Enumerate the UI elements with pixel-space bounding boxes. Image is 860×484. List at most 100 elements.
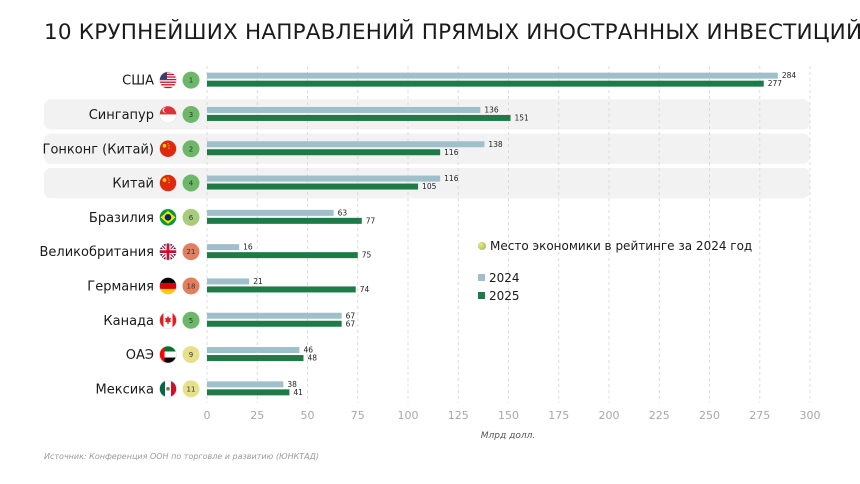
bar-2024 [207,175,441,182]
legend-2025: 2025 [478,289,520,303]
value-label-2024: 46 [303,346,313,355]
value-label-2024: 67 [346,311,356,320]
country-label: ОАЭ [126,348,154,363]
x-axis-title: Млрд долл. [481,431,535,441]
rank-label: 2 [189,145,193,153]
bar-2025 [207,355,304,362]
value-label-2024: 16 [243,243,253,252]
mexico-flag-icon [159,380,177,398]
country-label: Мексика [96,382,154,397]
china-flag-icon [159,174,177,192]
legend-2025-label: 2025 [489,289,520,303]
rank-label: 4 [189,180,194,188]
x-tick-label: 0 [204,409,211,422]
canada-flag-icon [159,311,177,330]
value-label-2025: 105 [422,182,437,191]
legend-2024: 2024 [478,271,520,285]
bar-2024 [207,278,250,285]
rank-label: 1 [189,77,193,85]
rank-label: 6 [189,214,194,222]
bar-2025 [207,114,511,121]
value-label-2025: 77 [366,216,376,225]
rank-label: 5 [189,317,193,325]
x-tick-label: 225 [649,409,670,422]
value-label-2024: 136 [484,105,499,114]
rank-badge [182,71,200,89]
rank-badge [182,174,200,192]
rank-badge [182,105,200,123]
legend-swatch-2025 [478,292,485,299]
rank-badge [182,311,200,329]
country-label: Бразилия [89,211,154,226]
legend-2024-label: 2024 [489,271,520,285]
bar-2024 [207,347,300,354]
bar-2024 [207,209,334,216]
rank-label: 18 [187,282,196,290]
country-label: Сингапур [89,108,154,123]
bar-2025 [207,320,342,327]
x-tick-label: 50 [301,409,315,422]
source-note: Источник: Конференция ООН по торговле и … [44,452,320,461]
uk-flag-icon [159,242,177,261]
row-highlight [44,167,810,199]
rank-label: 9 [189,351,193,359]
bar-2024 [207,312,342,319]
bar-2025 [207,149,441,156]
rank-label: 21 [187,248,196,256]
rank-label: 11 [187,385,196,393]
rank-badge [182,380,200,398]
rank-label: 3 [189,111,193,119]
x-tick-label: 75 [351,409,365,422]
value-label-2024: 21 [253,277,263,286]
x-tick-label: 200 [599,409,620,422]
bar-2025 [207,80,764,87]
germany-flag-icon [159,277,177,295]
value-label-2024: 284 [782,71,797,80]
value-label-2025: 48 [307,354,317,363]
value-label-2025: 75 [362,251,372,260]
rank-badge [182,140,200,158]
us-flag-icon [159,71,177,89]
country-label: Великобритания [39,245,154,260]
bar-2024 [207,381,284,388]
legend-rank-label: Место экономики в рейтинге за 2024 год [490,239,753,253]
rank-badge [182,346,200,364]
row-highlight [44,133,810,164]
x-tick-label: 250 [699,409,720,422]
value-label-2025: 151 [515,113,530,122]
value-label-2025: 41 [293,388,303,397]
bar-2025 [207,286,356,293]
rank-badge [182,277,200,295]
rank-badge [182,208,200,226]
china-flag-icon [159,139,177,158]
value-label-2024: 116 [444,174,459,183]
x-tick-label: 25 [250,409,264,422]
x-tick-label: 150 [498,409,519,422]
bar-2024 [207,244,240,251]
country-label: Канада [103,314,154,329]
x-tick-label: 175 [548,409,569,422]
country-label: Германия [87,279,154,294]
x-tick-label: 275 [749,409,770,422]
value-label-2025: 74 [360,285,370,294]
country-label: Китай [112,177,154,192]
value-label-2024: 63 [338,208,348,217]
value-label-2024: 138 [488,140,503,149]
x-tick-label: 300 [800,409,821,422]
value-label-2025: 116 [444,148,459,157]
country-label: Гонконг (Китай) [43,142,154,157]
singapore-flag-icon [159,105,177,124]
rank-legend-icon [478,241,486,250]
bar-2024 [207,72,778,79]
value-label-2025: 67 [346,319,356,328]
value-label-2025: 277 [768,79,783,88]
bar-2025 [207,183,419,190]
x-tick-label: 100 [398,409,419,422]
chart-title: 10 КРУПНЕЙШИХ НАПРАВЛЕНИЙ ПРЯМЫХ ИНОСТРА… [44,20,860,45]
legend-swatch-2024 [478,274,485,281]
country-label: США [122,74,154,89]
x-tick-label: 125 [448,409,469,422]
bar-2025 [207,252,358,259]
legend-rank: Место экономики в рейтинге за 2024 год [478,239,752,253]
